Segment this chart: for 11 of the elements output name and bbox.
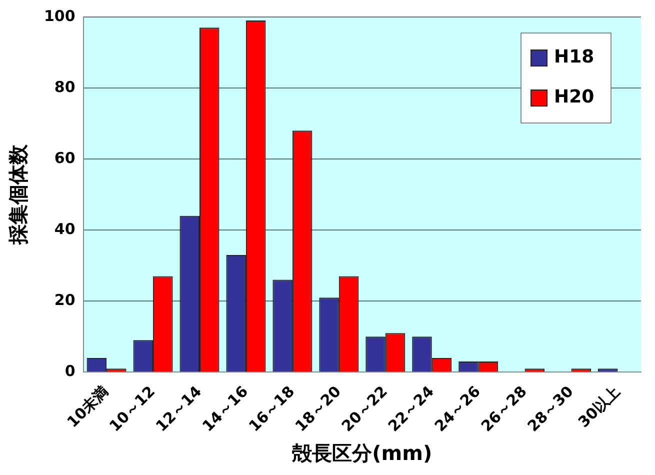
y-tick-label: 80 [54, 78, 76, 96]
y-tick-label: 20 [54, 291, 76, 310]
y-tick-label: 0 [64, 362, 76, 380]
x-tick-label: 30以上 [574, 382, 624, 432]
x-axis-title: 殻長区分(mm) [291, 441, 432, 466]
y-tick-label: 100 [44, 6, 76, 25]
legend-label: H20 [554, 86, 594, 108]
y-axis-title: 採集個体数 [6, 144, 30, 246]
legend-label: H18 [554, 46, 594, 68]
y-tick-label: 40 [54, 220, 76, 238]
y-tick-label: 60 [54, 148, 76, 167]
